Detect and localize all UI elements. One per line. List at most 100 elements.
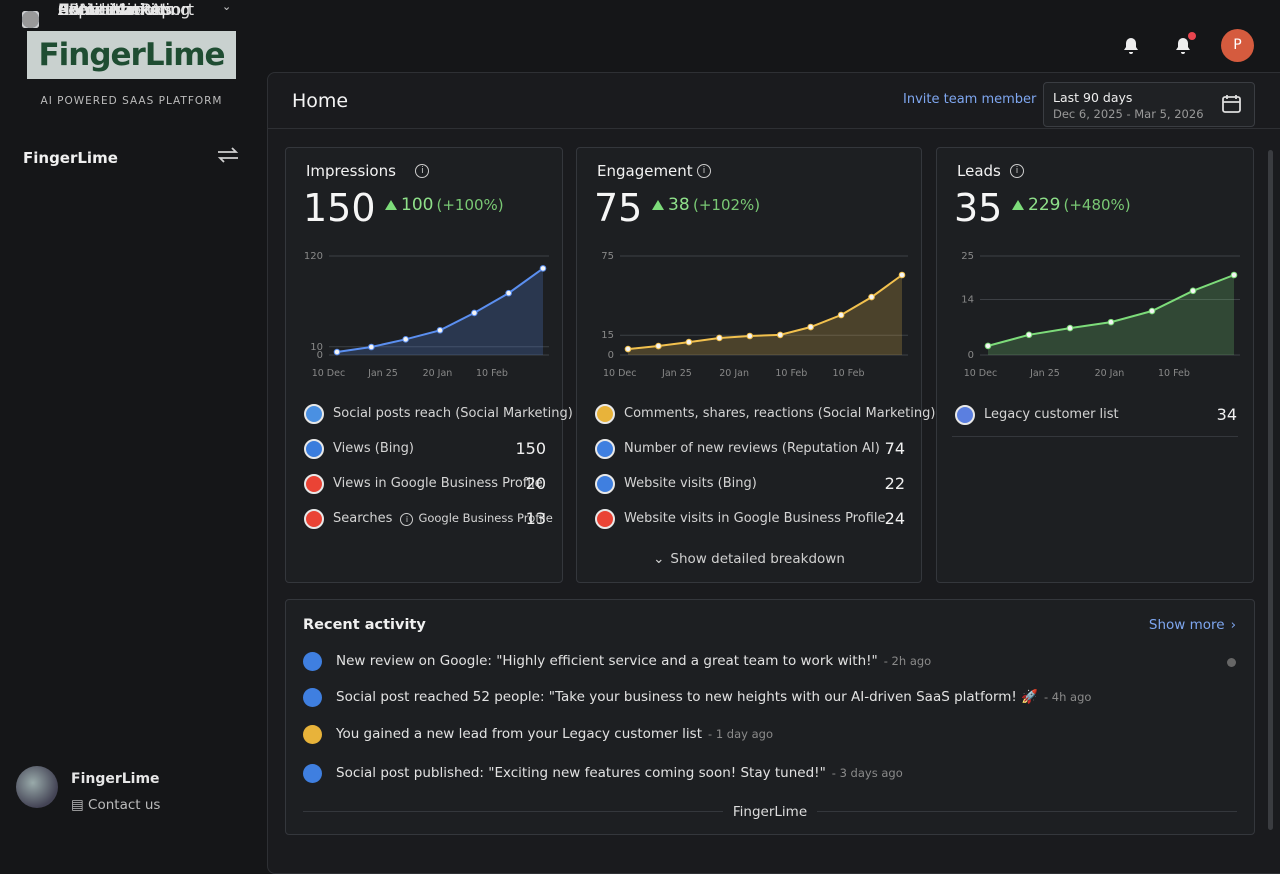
row-label: Views (Bing) — [333, 441, 414, 456]
nav-label[interactable]: Executive Report — [58, 0, 195, 19]
activity-text[interactable]: Social post published: "Exciting new fea… — [336, 765, 826, 781]
info-icon[interactable]: i — [400, 513, 414, 526]
scrollbar[interactable] — [1268, 150, 1273, 830]
nav-label[interactable]: CRM — [58, 0, 95, 19]
chevron[interactable]: ⌄ — [653, 551, 665, 567]
contact-link[interactable]: ▤ Contact us — [71, 797, 161, 813]
row-value: 150 — [515, 439, 546, 458]
range-label[interactable]: Last 90 days — [1053, 90, 1133, 105]
contact-text[interactable]: Contact us — [88, 797, 161, 813]
activity-item[interactable]: Social post published: "Exciting new fea… — [336, 765, 903, 781]
mini-chart: 010 120 10 Dec Jan 25 20 Jan 10 Feb — [304, 251, 549, 379]
activity-text[interactable]: New review on Google: "Highly efficient … — [336, 653, 878, 669]
nav-label[interactable]: Reputation AI — [58, 0, 167, 19]
y-tick-label: 25 — [961, 251, 974, 262]
info-icon[interactable]: i — [415, 164, 430, 178]
row-label: Social posts reach (Social Marketing) — [333, 406, 573, 421]
show-more-text[interactable]: Show more — [1148, 617, 1225, 633]
point — [685, 338, 693, 346]
x-tick-label: 10 Dec — [603, 368, 637, 379]
y-tick-label: 0 — [608, 350, 614, 361]
activity-footer-text: FingerLime — [722, 804, 818, 820]
nav-label[interactable]: AI — [58, 0, 74, 19]
nav-label[interactable]: Home — [58, 0, 106, 19]
profile-avatar[interactable] — [16, 766, 58, 808]
metric-value: 75 — [594, 186, 643, 230]
info-icon[interactable]: i — [697, 164, 711, 178]
activity-text[interactable]: Social post reached 52 people: "Take you… — [336, 689, 1038, 705]
info-icon[interactable]: i — [1010, 164, 1024, 178]
card-title: Engagement — [597, 162, 693, 180]
row-label-text: Legacy customer list — [984, 407, 1119, 422]
calendar-icon[interactable] — [1221, 93, 1243, 115]
chevron[interactable]: ⌄ — [222, 0, 232, 13]
point — [333, 348, 341, 356]
profile-name[interactable]: FingerLime — [71, 771, 160, 787]
user-avatar[interactable]: P — [1221, 29, 1254, 62]
area — [628, 275, 902, 355]
activity-time[interactable]: - 4h ago — [1043, 690, 1092, 704]
activity-icon — [303, 725, 322, 744]
point — [984, 342, 992, 350]
bell-alert-icon[interactable] — [1172, 32, 1198, 56]
delta-arrow — [385, 200, 397, 210]
activity-icon — [303, 688, 322, 707]
row-value: 24 — [884, 509, 905, 528]
x-tick-label: 10 Feb — [476, 368, 508, 379]
logo-box: FingerLime — [27, 31, 236, 79]
y-tick-label: 15 — [601, 330, 614, 341]
area — [337, 268, 543, 355]
row-label-text: Views (Bing) — [333, 441, 414, 456]
point — [837, 311, 845, 319]
activity-item[interactable]: New review on Google: "Highly efficient … — [336, 653, 931, 669]
row-label: Views in Google Business Profile — [333, 476, 543, 491]
bell-icon[interactable] — [1120, 34, 1142, 56]
logo: FingerLime — [38, 37, 225, 73]
date-range[interactable]: Last 90 days Dec 6, 2025 - Mar 5, 2026 — [1043, 82, 1255, 127]
chevron[interactable]: ⌄ — [222, 0, 232, 13]
row-sublabel: Google Business Profile — [418, 511, 553, 525]
row-label: Website visits (Bing) — [624, 476, 757, 491]
range-dates[interactable]: Dec 6, 2025 - Mar 5, 2026 — [1053, 107, 1204, 121]
nav-label[interactable]: Automations — [58, 0, 160, 19]
point — [1025, 331, 1033, 339]
delta-change: (+100%) — [436, 196, 504, 214]
activity-item[interactable]: You gained a new lead from your Legacy c… — [336, 726, 773, 742]
show-more[interactable]: Show more › — [1149, 617, 1236, 633]
workspace-name[interactable]: FingerLime — [23, 149, 118, 167]
metric-card: Leads i 35 229 (+480%) 0 14 25 10 Dec Jan 25 20 Ja… — [936, 147, 1254, 583]
activity-item[interactable]: Social post reached 52 people: "Take you… — [336, 689, 1091, 705]
point — [1148, 307, 1156, 315]
delta-arrow — [1012, 200, 1024, 210]
activity-time[interactable]: - 1 day ago — [708, 727, 773, 741]
activity-text[interactable]: You gained a new lead from your Legacy c… — [336, 726, 703, 742]
chevron[interactable]: › — [1230, 617, 1236, 633]
point — [471, 309, 478, 317]
breakdown-toggle[interactable]: ⌄ Show detailed breakdown — [577, 551, 921, 567]
switch-icon[interactable] — [215, 145, 241, 165]
point — [1107, 318, 1115, 326]
activity-time[interactable]: - 3 days ago — [831, 766, 903, 780]
row-label-text: Searches — [333, 511, 393, 526]
breakdown-text[interactable]: Show detailed breakdown — [670, 551, 845, 567]
point — [1189, 287, 1197, 295]
mini-chart: 0 15 75 10 Dec Jan 25 20 Jan 10 Feb 10 Feb — [601, 251, 908, 379]
point — [716, 334, 723, 342]
row-label-text: Views in Google Business Profile — [333, 476, 543, 491]
activity-footer: FingerLime — [286, 804, 1254, 820]
point — [1066, 324, 1074, 332]
delta-value: 38 — [668, 195, 690, 215]
row-label: Legacy customer list — [984, 407, 1119, 422]
activity-time[interactable]: - 2h ago — [883, 654, 932, 668]
point — [402, 336, 409, 343]
invite-link[interactable]: Invite team member — [903, 92, 1037, 107]
nav-icon[interactable] — [22, 11, 39, 28]
y-tick-label: 10 — [310, 342, 323, 353]
nav-label[interactable]: Administration — [58, 0, 176, 19]
point — [898, 271, 906, 279]
metric-card: Impressions i 150 100 (+100%) 0 10 120 10 Dec Jan… — [285, 147, 573, 583]
delta-change: (+480%) — [1063, 196, 1131, 214]
row-icon — [304, 474, 324, 494]
nav-label[interactable]: Conversations — [58, 0, 173, 19]
nav-label[interactable]: Social Marketing — [58, 0, 191, 19]
